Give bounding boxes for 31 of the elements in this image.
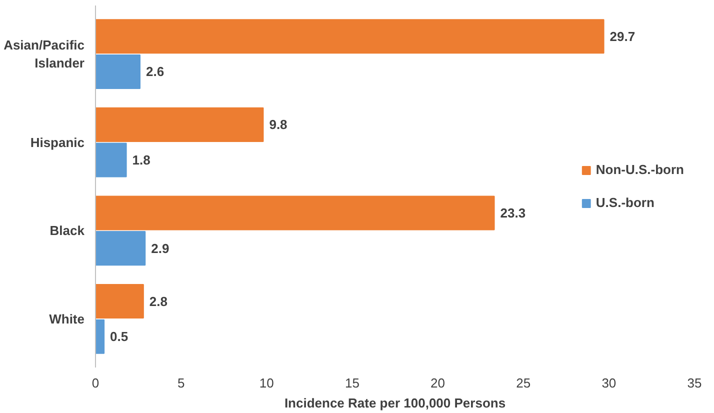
y-tick-label: Black (50, 223, 86, 238)
x-tick-label: 5 (177, 376, 185, 390)
data-label: 23.3 (500, 205, 526, 220)
x-tick-label: 20 (430, 376, 446, 390)
data-label: 0.5 (110, 329, 128, 344)
data-label: 29.7 (610, 28, 636, 44)
bar (96, 142, 127, 178)
x-tick-label: 0 (92, 376, 100, 390)
x-tick-label: 30 (602, 376, 616, 390)
x-tick-label: 10 (259, 376, 274, 390)
legend-label: U.S.-born (596, 195, 654, 210)
legend-label: Non-U.S.-born (596, 162, 684, 177)
bar (96, 284, 144, 319)
x-axis-title: Incidence Rate per 100,000 Persons (284, 396, 506, 410)
bar (96, 196, 495, 230)
y-tick-label: Asian/Pacific Islander (4, 38, 85, 71)
x-tick-label: 15 (344, 376, 360, 390)
bar (96, 231, 146, 266)
data-label: 2.8 (149, 294, 168, 309)
data-label: 2.6 (146, 64, 164, 80)
bar (96, 19, 604, 54)
data-label: 9.8 (269, 117, 288, 132)
y-tick-label: Hispanic (30, 134, 85, 150)
x-tick-label: 25 (516, 376, 531, 390)
y-tick-label: White (49, 311, 85, 326)
bar (96, 319, 105, 354)
data-label: 2.9 (151, 240, 170, 256)
data-label: 1.8 (132, 152, 150, 168)
x-tick-label: 35 (687, 376, 702, 390)
bar (96, 54, 140, 89)
bar (96, 107, 264, 142)
